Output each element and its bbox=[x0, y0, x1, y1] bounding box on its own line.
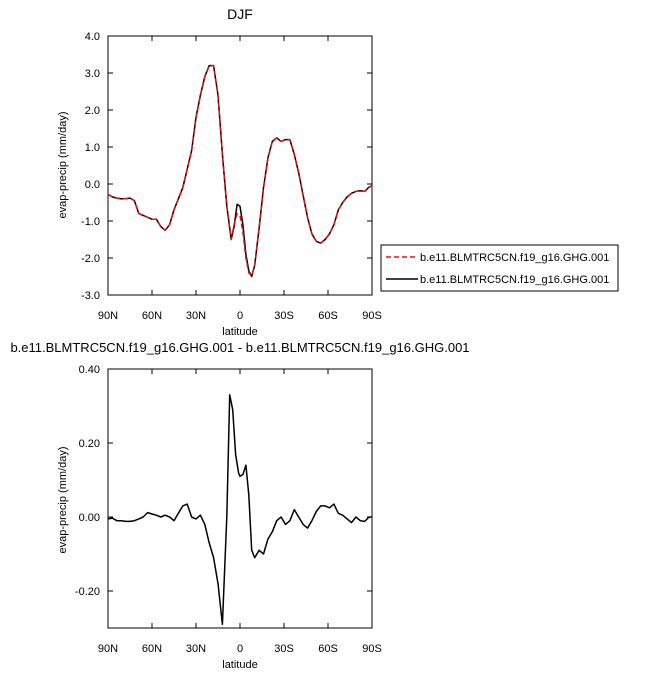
bottom-series-line-1 bbox=[107, 394, 372, 626]
bottom-panel: b.e11.BLMTRC5CN.f19_g16.GHG.001 - b.e11.… bbox=[10, 340, 469, 671]
top-plot-frame bbox=[107, 35, 373, 296]
top-y-tick-label: 4.0 bbox=[85, 31, 100, 43]
top-x-tick-label: 60S bbox=[318, 310, 338, 322]
top-series-group bbox=[107, 64, 373, 278]
bottom-x-axis-label: latitude bbox=[222, 659, 257, 671]
top-panel: DJF -3.0 -2.0 -1.0 0.0 1.0 2.0 3.0 4.0 90N 60N 30… bbox=[57, 6, 382, 338]
legend: b.e11.BLMTRC5CN.f19_g16.GHG.001 b.e11.BL… bbox=[380, 244, 619, 292]
top-y-tick-label: -1.0 bbox=[81, 216, 100, 228]
bottom-y-axis-label: evap-precip (mm/day) bbox=[57, 447, 69, 554]
bottom-y-tick-label: 0.00 bbox=[79, 512, 100, 524]
bottom-x-tick-label: 90N bbox=[98, 643, 118, 655]
top-x-tick-label: 60N bbox=[142, 310, 162, 322]
top-series-line-1 bbox=[107, 64, 373, 277]
top-y-tick-label: 2.0 bbox=[85, 105, 100, 117]
bottom-x-tick-label: 60N bbox=[142, 643, 162, 655]
bottom-x-tick-label: 0 bbox=[237, 643, 243, 655]
top-y-tick-label: 3.0 bbox=[85, 68, 100, 80]
legend-box bbox=[380, 244, 619, 292]
top-y-axis: -3.0 -2.0 -1.0 0.0 1.0 2.0 3.0 4.0 bbox=[81, 31, 372, 302]
bottom-y-tick-label: 0.20 bbox=[79, 438, 100, 450]
top-y-tick-label: 0.0 bbox=[85, 179, 100, 191]
bottom-x-tick-label: 90S bbox=[362, 643, 382, 655]
bottom-series-group bbox=[107, 394, 372, 626]
bottom-y-tick-label: 0.40 bbox=[79, 364, 100, 376]
top-y-tick-label: -3.0 bbox=[81, 290, 100, 302]
bottom-x-tick-label: 30S bbox=[274, 643, 294, 655]
top-x-tick-label: 0 bbox=[237, 310, 243, 322]
bottom-x-tick-label: 60S bbox=[318, 643, 338, 655]
top-series-line-2 bbox=[107, 64, 373, 278]
bottom-y-tick-label: -0.20 bbox=[75, 586, 100, 598]
bottom-plot-frame bbox=[107, 368, 373, 629]
top-x-tick-label: 90S bbox=[362, 310, 382, 322]
bottom-x-axis: 90N 60N 30N 0 30S 60S 90S bbox=[98, 369, 382, 655]
bottom-chart-title: b.e11.BLMTRC5CN.f19_g16.GHG.001 - b.e11.… bbox=[10, 340, 469, 355]
top-y-tick-label: -2.0 bbox=[81, 253, 100, 265]
legend-label-1: b.e11.BLMTRC5CN.f19_g16.GHG.001 bbox=[420, 252, 609, 264]
bottom-y-axis: -0.20 0.00 0.20 0.40 bbox=[75, 364, 372, 598]
bottom-x-tick-label: 30N bbox=[186, 643, 206, 655]
top-x-axis-label: latitude bbox=[222, 326, 257, 338]
top-x-tick-label: 30N bbox=[186, 310, 206, 322]
top-y-tick-label: 1.0 bbox=[85, 142, 100, 154]
top-y-axis-label: evap-precip (mm/day) bbox=[57, 112, 69, 219]
legend-label-2: b.e11.BLMTRC5CN.f19_g16.GHG.001 bbox=[420, 274, 609, 286]
top-chart-title: DJF bbox=[227, 6, 253, 22]
top-x-tick-label: 90N bbox=[98, 310, 118, 322]
top-x-tick-label: 30S bbox=[274, 310, 294, 322]
top-x-axis: 90N 60N 30N 0 30S 60S 90S bbox=[98, 36, 382, 322]
